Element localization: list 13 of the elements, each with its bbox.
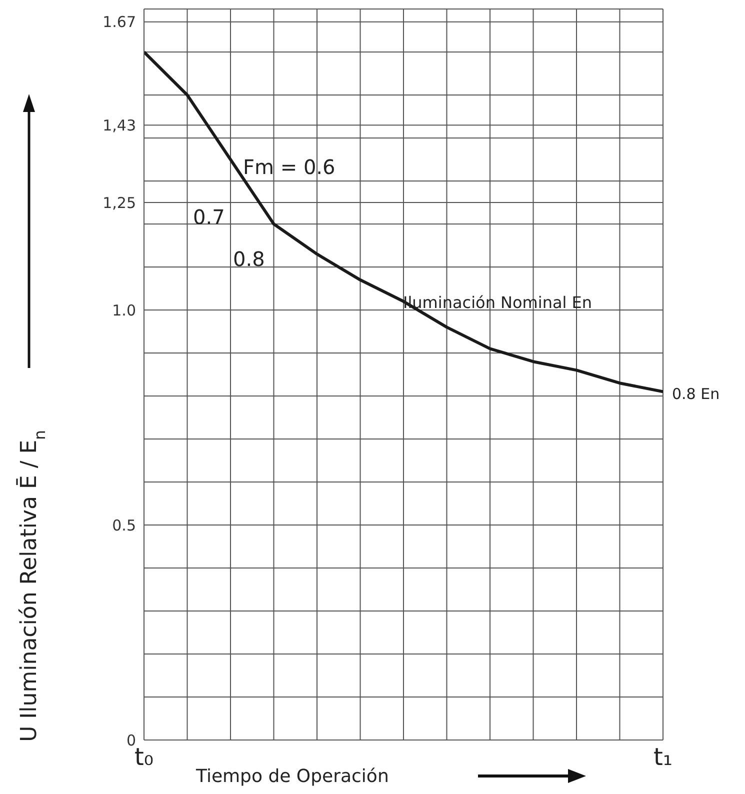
x-tick-label: t₀ bbox=[134, 743, 154, 772]
x-tick-label: t₁ bbox=[653, 743, 673, 772]
y-tick-label: 1,43 bbox=[102, 116, 136, 134]
text: 0.8 En bbox=[672, 385, 720, 403]
y-tick-label: 0.5 bbox=[112, 516, 136, 534]
y-tick-label: 1.67 bbox=[102, 13, 136, 32]
y-tick-label: 0 bbox=[126, 731, 136, 750]
line-series bbox=[144, 50, 663, 394]
x-axis-title: Tiempo de Operación bbox=[195, 766, 389, 787]
y-tick-label: 1,25 bbox=[102, 194, 136, 212]
annotation: 0.8 bbox=[233, 247, 265, 271]
y-tick-label: 1.0 bbox=[112, 301, 136, 320]
annotation: 0.7 bbox=[193, 205, 225, 229]
